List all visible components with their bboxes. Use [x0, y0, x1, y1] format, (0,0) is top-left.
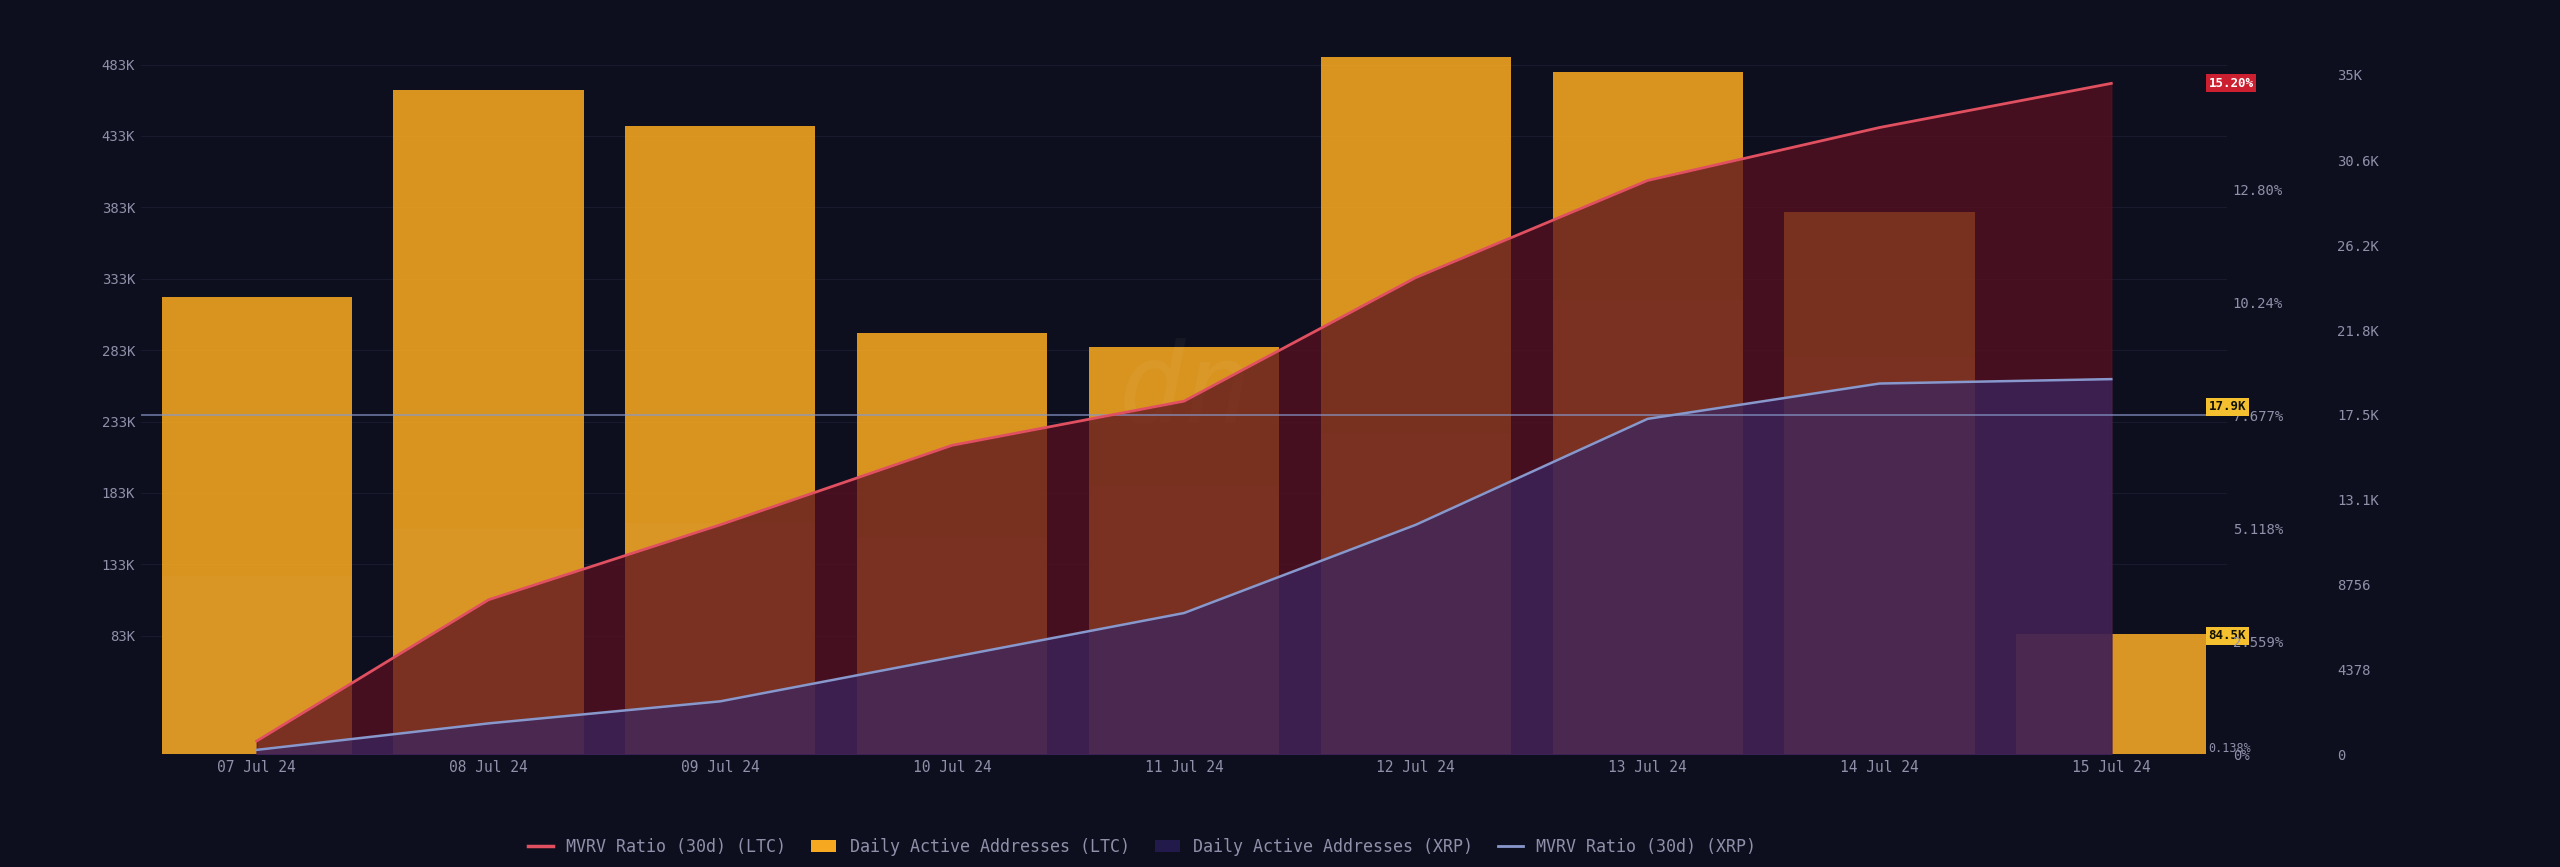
Bar	[858, 538, 1047, 754]
Text: 84.5K: 84.5K	[2209, 629, 2245, 642]
Bar	[1784, 357, 1974, 754]
Legend: MVRV Ratio (30d) (LTC), Daily Active Addresses (LTC), Daily Active Addresses (XR: MVRV Ratio (30d) (LTC), Daily Active Add…	[522, 831, 1764, 863]
Bar	[1321, 57, 1510, 754]
Bar	[858, 333, 1047, 754]
Bar	[625, 523, 817, 754]
Bar	[1551, 300, 1743, 754]
Text: 0.138%: 0.138%	[2209, 741, 2250, 754]
Bar	[1784, 212, 1974, 754]
Bar	[1088, 486, 1280, 754]
Bar	[2017, 634, 2207, 754]
Bar	[394, 529, 584, 754]
Text: 17.9K: 17.9K	[2209, 401, 2245, 414]
Bar	[161, 297, 351, 754]
Bar	[625, 126, 817, 754]
Text: dn: dn	[1116, 336, 1252, 444]
Bar	[1551, 72, 1743, 754]
Bar	[1088, 348, 1280, 754]
Bar	[394, 90, 584, 754]
Bar	[1321, 433, 1510, 754]
Text: 15.20%: 15.20%	[2209, 77, 2253, 90]
Bar	[2017, 634, 2207, 754]
Bar	[161, 576, 351, 754]
